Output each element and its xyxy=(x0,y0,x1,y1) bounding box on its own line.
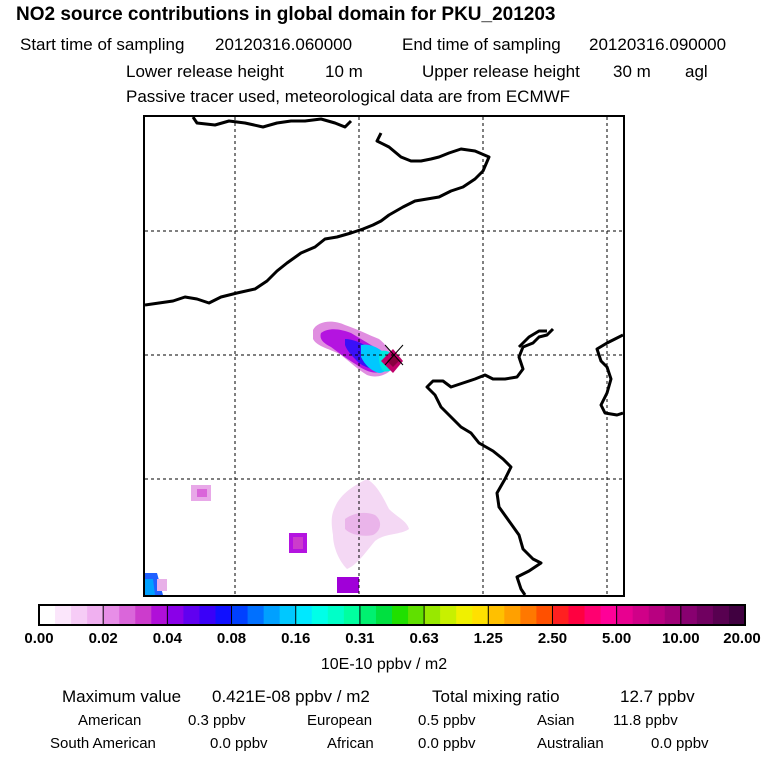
colorbar-swatch xyxy=(295,605,313,625)
colorbar-tick-label: 2.50 xyxy=(537,630,568,647)
end-time-label: End time of sampling xyxy=(402,35,561,54)
colorbar-swatch xyxy=(167,605,184,625)
agl-suffix: agl xyxy=(685,62,708,81)
colorbar-swatch xyxy=(359,605,377,625)
european-label: European xyxy=(307,712,373,729)
colorbar-swatch xyxy=(392,605,409,625)
lower-release-label: Lower release height xyxy=(126,62,284,81)
colorbar-swatch xyxy=(632,605,650,625)
colorbar-swatch xyxy=(343,605,361,625)
colorbar-swatch xyxy=(568,605,586,625)
colorbar-swatch xyxy=(87,605,104,625)
colorbar-tick-label: 0.00 xyxy=(24,630,54,647)
colorbar-swatch xyxy=(247,605,265,625)
colorbar-swatch xyxy=(664,605,682,625)
colorbar-swatch xyxy=(375,605,393,625)
colorbar-swatch xyxy=(424,605,441,625)
grid-lines xyxy=(145,117,623,595)
tracer-note: Passive tracer used, meteorological data… xyxy=(126,87,571,106)
colorbar-swatch xyxy=(712,605,730,625)
colorbar-tick-label: 0.16 xyxy=(281,630,311,647)
concentration-plume xyxy=(145,321,409,595)
start-time-value: 20120316.060000 xyxy=(215,35,353,54)
colorbar-swatch xyxy=(488,605,505,625)
colorbar-swatch xyxy=(456,605,473,625)
colorbar xyxy=(38,604,746,626)
colorbar-swatch xyxy=(39,605,56,625)
colorbar-swatch xyxy=(263,605,281,625)
asian-value: 11.8 ppbv xyxy=(613,712,678,729)
max-value-label: Maximum value xyxy=(62,687,182,706)
colorbar-swatch xyxy=(552,605,569,625)
colorbar-tick-label: 10.00 xyxy=(662,630,700,647)
colorbar-swatch xyxy=(103,605,120,625)
european-value: 0.5 ppbv xyxy=(418,712,476,729)
colorbar-swatch xyxy=(215,605,233,625)
max-value: 0.421E-08 ppbv / m2 xyxy=(212,687,370,706)
total-mixing-label: Total mixing ratio xyxy=(432,687,560,706)
colorbar-swatch xyxy=(408,605,425,625)
colorbar-tick-label: 0.04 xyxy=(152,630,182,647)
colorbar-tick-label: 1.25 xyxy=(473,630,503,647)
colorbar-swatch xyxy=(520,605,537,625)
colorbar-tick-label: 20.00 xyxy=(723,630,761,647)
total-mixing-value: 12.7 ppbv xyxy=(620,687,695,706)
colorbar-swatch xyxy=(584,605,602,625)
colorbar-swatch xyxy=(71,605,88,625)
map-panel[interactable] xyxy=(143,115,625,597)
colorbar-swatch xyxy=(616,605,634,625)
colorbar-swatch xyxy=(199,605,216,625)
colorbar-swatch xyxy=(55,605,72,625)
colorbar-tick-label: 0.08 xyxy=(216,630,247,647)
upper-release-label: Upper release height xyxy=(422,62,580,81)
colorbar-swatch xyxy=(135,605,152,625)
colorbar-tick-label: 0.02 xyxy=(88,630,118,647)
african-label: African xyxy=(327,735,374,752)
upper-release-value: 30 m xyxy=(613,62,651,81)
south-american-label: South American xyxy=(50,735,156,752)
colorbar-swatch xyxy=(327,605,345,625)
colorbar-tick-label: 5.00 xyxy=(602,630,632,647)
colorbar-swatch xyxy=(600,605,618,625)
start-time-label: Start time of sampling xyxy=(20,35,185,54)
american-value: 0.3 ppbv xyxy=(188,712,246,729)
colorbar-border xyxy=(38,604,746,626)
colorbar-swatch xyxy=(231,605,249,625)
australian-label: Australian xyxy=(537,735,604,752)
colorbar-tick-label: 0.31 xyxy=(345,630,375,647)
colorbar-swatch xyxy=(536,605,553,625)
coastlines xyxy=(145,117,623,595)
asian-label: Asian xyxy=(537,712,575,729)
colorbar-tick-label: 0.63 xyxy=(409,630,439,647)
american-label: American xyxy=(78,712,142,729)
colorbar-swatch xyxy=(648,605,666,625)
page-title: NO2 source contributions in global domai… xyxy=(16,4,556,25)
australian-value: 0.0 ppbv xyxy=(651,735,709,752)
end-time-value: 20120316.090000 xyxy=(589,35,727,54)
colorbar-swatch xyxy=(119,605,136,625)
colorbar-swatch xyxy=(151,605,168,625)
colorbar-swatch xyxy=(728,605,746,625)
lower-release-value: 10 m xyxy=(325,62,363,81)
colorbar-swatch xyxy=(680,605,698,625)
colorbar-unit-label: 10E-10 ppbv / m2 xyxy=(320,656,448,673)
colorbar-swatch xyxy=(472,605,489,625)
colorbar-swatch xyxy=(440,605,457,625)
colorbar-swatch xyxy=(183,605,200,625)
colorbar-swatch xyxy=(696,605,714,625)
african-value: 0.0 ppbv xyxy=(418,735,476,752)
map-canvas xyxy=(145,117,623,595)
colorbar-swatch xyxy=(504,605,521,625)
colorbar-swatch xyxy=(279,605,297,625)
south-american-value: 0.0 ppbv xyxy=(210,735,268,752)
colorbar-swatch xyxy=(311,605,329,625)
